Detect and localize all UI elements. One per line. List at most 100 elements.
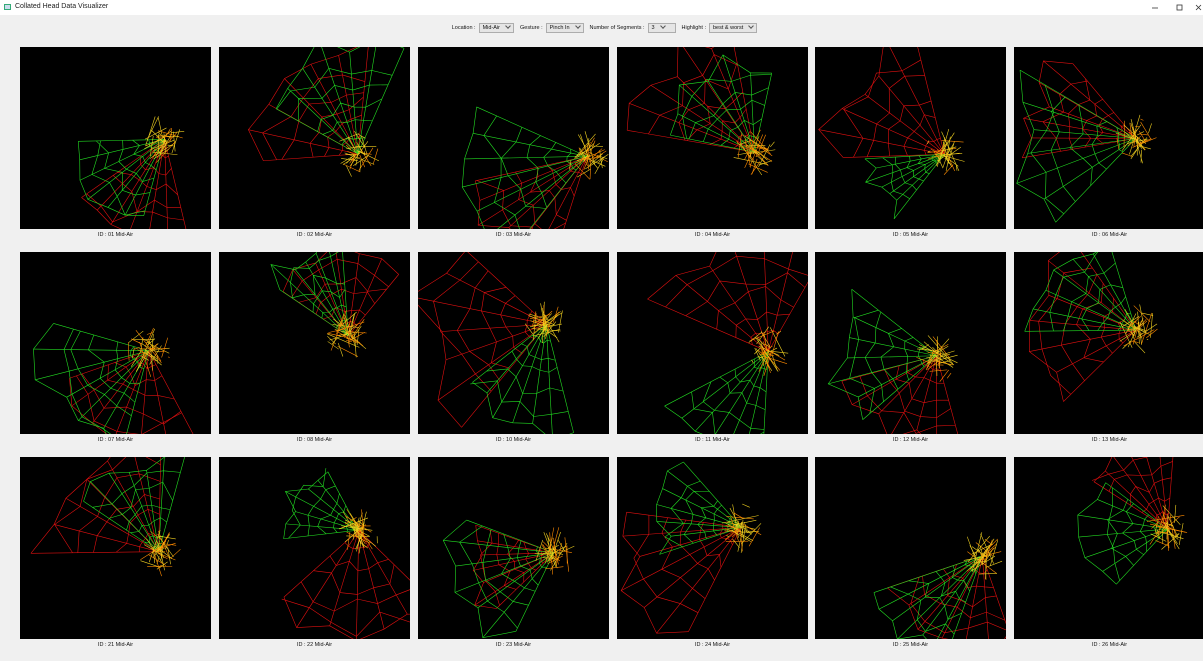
wireframe-spoke <box>496 552 555 609</box>
wireframe-ring <box>515 171 566 229</box>
wireframe-spoke <box>659 527 742 555</box>
close-button[interactable] <box>1195 4 1202 11</box>
head-mesh <box>354 131 366 149</box>
dropdown[interactable]: Mid-Air <box>478 23 514 33</box>
panel-caption: ID : 25 Mid-Air <box>892 642 929 648</box>
head-mesh <box>151 334 154 353</box>
wireframe-spoke <box>329 252 349 337</box>
dropdown[interactable]: best & worst <box>709 23 758 33</box>
head-mesh <box>328 328 344 333</box>
head-mesh <box>542 543 551 557</box>
wireframe-spoke <box>545 324 574 433</box>
window-title: Collated Head Data Visualizer <box>15 3 109 10</box>
wireframe-ring <box>115 509 160 553</box>
head-visualization <box>815 252 1006 434</box>
wireframe-ring <box>276 67 393 110</box>
head-mesh <box>740 143 763 176</box>
head-mesh <box>534 326 543 334</box>
wireframe-spoke <box>656 527 742 634</box>
wireframe-ring <box>702 381 765 430</box>
wireframe-spoke <box>842 108 945 155</box>
head-mesh <box>535 317 546 323</box>
wireframe-view <box>1024 252 1158 402</box>
head-mesh <box>170 131 185 134</box>
head-mesh <box>1138 138 1140 140</box>
head-mesh <box>1150 533 1167 542</box>
wireframe-ring <box>887 587 1006 639</box>
wireframe-spoke <box>349 52 359 154</box>
head-visualization <box>1014 252 1203 434</box>
wireframe-spoke <box>454 552 554 593</box>
wireframe-spoke <box>688 527 742 632</box>
wireframe-spoke <box>1027 138 1136 154</box>
wireframe-spoke <box>54 524 159 552</box>
head-mesh <box>1119 321 1133 348</box>
wireframe-ring <box>300 581 410 612</box>
head-mesh <box>346 146 361 149</box>
wireframe-ring <box>726 516 732 533</box>
head-mesh <box>597 156 605 164</box>
wireframe-spoke <box>1048 260 1137 331</box>
wireframe-ring <box>472 382 574 434</box>
wireframe-ring <box>500 127 546 209</box>
wireframe-spoke <box>472 323 547 383</box>
head-mesh <box>588 153 603 166</box>
wireframe-ring <box>895 365 949 403</box>
dropdown[interactable]: 3 <box>647 23 676 33</box>
head-mesh <box>1139 133 1148 136</box>
head-mesh <box>144 349 162 366</box>
wireframe-ring <box>922 575 1006 621</box>
head-mesh <box>760 331 770 347</box>
dropdown[interactable]: Pinch In <box>545 23 584 33</box>
head-mesh <box>751 359 754 364</box>
panel-caption: ID : 26 Mid-Air <box>1091 642 1128 648</box>
head-mesh <box>156 541 164 553</box>
wireframe-spoke <box>1043 138 1136 200</box>
wireframe-spoke <box>130 139 165 229</box>
wireframe-spoke <box>675 275 769 352</box>
head-mesh <box>350 331 365 341</box>
head-mesh <box>955 165 958 171</box>
wireframe-spoke <box>466 519 554 554</box>
head-mesh <box>941 146 957 152</box>
head-mesh <box>548 553 554 561</box>
panel-caption: ID : 22 Mid-Air <box>296 642 333 648</box>
wireframe-spoke <box>715 351 769 434</box>
wireframe-spoke <box>677 113 755 153</box>
head-mesh <box>938 352 941 367</box>
wireframe-ring <box>633 515 699 613</box>
head-mesh <box>551 531 561 559</box>
wireframe-ring <box>620 512 689 634</box>
panel-caption: ID : 23 Mid-Air <box>495 642 532 648</box>
wireframe-ring <box>341 137 366 146</box>
wireframe-ring <box>470 380 569 417</box>
wireframe-spoke <box>650 84 755 153</box>
wireframe-ring <box>442 519 516 639</box>
head-mesh <box>153 542 176 551</box>
wireframe-spoke <box>497 156 588 229</box>
wireframe-ring <box>83 457 167 502</box>
head-mesh <box>144 352 157 362</box>
head-mesh <box>148 341 156 349</box>
head-mesh <box>974 560 987 564</box>
wireframe-ring <box>935 571 966 603</box>
head-mesh <box>936 355 938 358</box>
wireframe-ring <box>1082 98 1103 148</box>
head-mesh <box>1160 520 1172 530</box>
head-mesh <box>944 149 956 172</box>
head-mesh <box>130 350 142 367</box>
wireframe-ring <box>317 98 383 132</box>
wireframe-ring <box>500 295 523 354</box>
head-mesh <box>730 517 739 541</box>
wireframe-spoke <box>864 94 945 155</box>
head-mesh <box>971 546 988 558</box>
control-label: Highlight : <box>681 25 706 31</box>
wireframe-ring <box>309 96 364 158</box>
wireframe-ring <box>918 346 926 367</box>
control-bar: Location : Mid-Air Gesture : Pinch In Number… <box>0 23 1203 33</box>
wireframe-spoke <box>108 473 159 552</box>
head-mesh <box>763 351 781 371</box>
maximize-button[interactable] <box>1176 4 1183 11</box>
wireframe-ring <box>483 115 520 229</box>
wireframe-spoke <box>321 47 359 154</box>
